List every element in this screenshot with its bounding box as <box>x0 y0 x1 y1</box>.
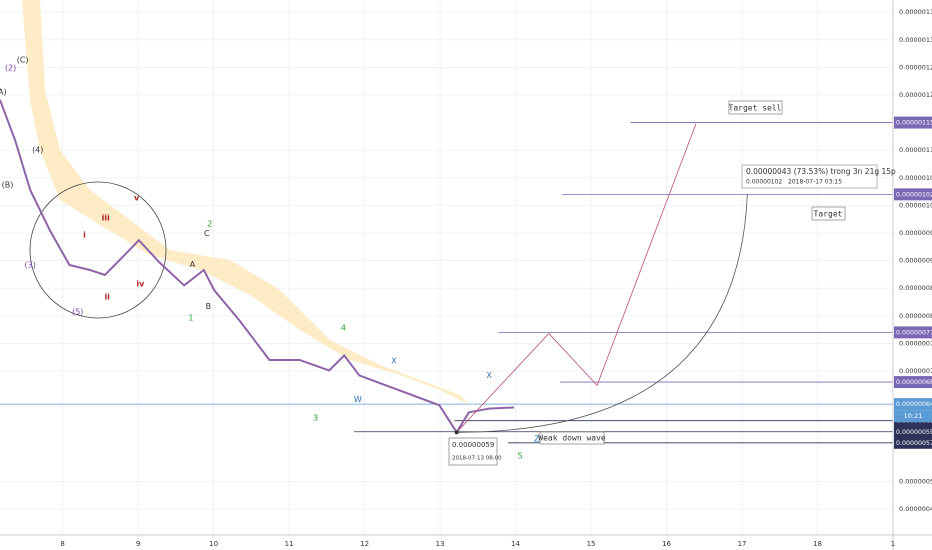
wave-label: (B) <box>2 180 14 189</box>
measure-box <box>741 164 878 189</box>
x-tick-label: 9 <box>136 540 140 548</box>
wave-label: 1 <box>188 314 193 323</box>
wave-label: (4) <box>32 146 43 155</box>
note-box <box>811 206 846 221</box>
price-badge <box>894 425 932 438</box>
low-box <box>448 437 498 466</box>
y-tick-label: 0.00000100 <box>899 201 932 209</box>
x-tick-label: 17 <box>738 540 747 548</box>
price-badge <box>894 116 932 129</box>
note: Weak down wave <box>538 434 606 443</box>
price-badge <box>894 398 932 411</box>
wave-label: iii <box>102 214 110 223</box>
wave-label: 3 <box>313 413 318 422</box>
wave-label: iv <box>136 279 145 288</box>
x-tick-label: 12 <box>360 540 369 548</box>
wave-label: i <box>83 231 86 240</box>
note: Target sell <box>729 104 782 113</box>
price-badge <box>894 376 932 389</box>
wave-circle <box>29 181 167 319</box>
measure-price: 0.00000102 <box>746 179 782 186</box>
price-badge-label: 0.00000059 <box>896 429 932 436</box>
x-tick-label: 16 <box>662 540 671 548</box>
low-point <box>454 430 459 435</box>
measure-change: 0.00000043 (73.53%) trong 3n 21g 15p <box>746 167 896 176</box>
wave-label: 5 <box>518 452 523 461</box>
y-tick-label: 0.00000095 <box>899 229 932 237</box>
price-badge-label: 0.00000068 <box>896 379 932 386</box>
price-badge <box>894 326 932 339</box>
plot <box>0 99 893 444</box>
price-badge-label: 0.00000077 <box>896 329 932 336</box>
projection-line <box>456 123 697 433</box>
wave-label: A <box>190 260 196 269</box>
wave-label: (5) <box>72 307 83 316</box>
x-tick-label: 13 <box>436 540 445 548</box>
price-badge <box>894 436 932 449</box>
note: Target <box>814 210 843 219</box>
y-tick-label: 0.00000070 <box>899 367 932 375</box>
y-tick-label: 0.00000085 <box>899 284 932 292</box>
low-time: 2018-07-13 08:00 <box>452 456 502 462</box>
x-tick-label: 15 <box>587 540 596 548</box>
wave-label: X <box>486 371 492 380</box>
x-tick-label: 14 <box>511 540 520 548</box>
y-tick-label: 0.00000130 <box>899 36 932 44</box>
y-tick-label: 0.00000120 <box>899 91 932 99</box>
x-tick-label: 18 <box>813 540 822 548</box>
price-badge <box>894 188 932 201</box>
y-tick-label: 0.00000135 <box>899 8 932 16</box>
measure-time: 2018-07-17 03:15 <box>788 179 842 186</box>
wave-label: (3) <box>25 261 36 270</box>
wave-label: W <box>354 395 362 404</box>
y-tick-label: 0.00000090 <box>899 257 932 265</box>
wave-label: B <box>206 302 212 311</box>
wave-label: Z <box>534 434 540 443</box>
x-tick-label: 1 <box>891 540 895 548</box>
price-line <box>0 99 515 435</box>
wave-label: C <box>204 229 210 238</box>
wave-label: (C) <box>17 56 29 65</box>
countdown: 10:21 <box>904 412 923 420</box>
y-tick-label: 0.00000125 <box>899 63 932 71</box>
wave-label: 4 <box>341 323 346 332</box>
wave-label: X <box>391 357 397 366</box>
wave-label: ii <box>104 293 110 302</box>
y-tick-label: 0.00000105 <box>899 174 932 182</box>
wave-label: A) <box>0 88 7 97</box>
note-box <box>728 100 783 115</box>
price-badge-label: 0.00000057 <box>896 440 932 447</box>
x-tick-label: 11 <box>285 540 294 548</box>
x-tick-label: 8 <box>60 540 64 548</box>
price-badge-label: 0.00000064 <box>896 401 932 408</box>
wave-label: v <box>134 194 140 203</box>
low-price: 0.00000059 <box>452 441 494 449</box>
note-box <box>539 431 605 445</box>
y-tick-label: 0.00000080 <box>899 312 932 320</box>
y-tick-label: 0.00000110 <box>899 146 932 154</box>
price-badge-label: 0.00000102 <box>896 191 932 198</box>
x-tick-label: 10 <box>209 540 218 548</box>
wave-label: 2 <box>207 220 212 229</box>
price-badge-label: 0.00000115 <box>896 120 932 127</box>
y-tick-label: 0.00000050 <box>899 477 932 485</box>
countdown-badge <box>894 410 932 423</box>
y-tick-label: 0.00000075 <box>899 339 932 347</box>
y-tick-label: 0.00000045 <box>899 505 932 513</box>
measure-curve <box>456 194 748 433</box>
wave-label: (2) <box>5 63 16 72</box>
